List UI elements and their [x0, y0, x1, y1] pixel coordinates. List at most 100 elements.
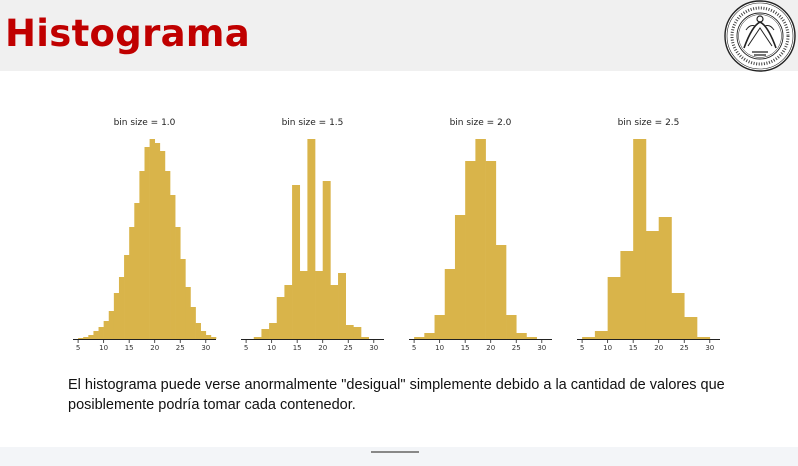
histogram-bar — [330, 285, 339, 339]
slide-caption: El histograma puede verse anormalmente "… — [68, 377, 725, 413]
x-tick-label: 5 — [580, 344, 584, 352]
x-tick-label: 15 — [629, 344, 638, 352]
histogram-bar — [134, 203, 140, 339]
histogram-bar — [620, 251, 634, 339]
university-seal-logo — [724, 0, 796, 72]
histogram-bar — [322, 181, 331, 339]
histogram-bar — [495, 245, 507, 339]
histogram-bar — [144, 147, 150, 339]
histogram-bar — [582, 337, 596, 339]
histogram-bar — [444, 269, 456, 339]
histogram-bar — [338, 273, 346, 339]
histogram-bar — [261, 329, 270, 339]
histogram-bar — [139, 171, 145, 339]
histogram-bar — [516, 333, 527, 339]
histogram-bar — [645, 231, 660, 339]
x-tick-label: 10 — [435, 344, 444, 352]
x-tick-label: 25 — [512, 344, 521, 352]
histogram-bar — [108, 311, 115, 339]
histogram-bar — [353, 327, 362, 339]
histogram-bar — [345, 325, 354, 339]
x-tick-label: 25 — [344, 344, 353, 352]
x-tick-label: 30 — [201, 344, 210, 352]
x-tick-label: 10 — [603, 344, 612, 352]
histogram-bar — [594, 331, 608, 339]
x-tick-label: 30 — [369, 344, 378, 352]
x-tick-label: 20 — [318, 344, 327, 352]
histogram-bar — [210, 337, 217, 339]
histogram-bar — [284, 285, 293, 339]
histogram-panels: bin size = 1.0 5 10 15 20 25 30 bin size = 1.5 5… — [73, 118, 720, 352]
chart-title: bin size = 1.0 — [114, 118, 176, 128]
x-tick-label: 20 — [486, 344, 495, 352]
histogram-bar — [465, 161, 476, 339]
histogram-bar — [526, 337, 537, 339]
histogram-bar — [253, 337, 262, 339]
histogram-bar — [269, 323, 278, 339]
histogram-bar — [292, 185, 301, 339]
histogram-bar — [113, 293, 120, 339]
x-tick-label: 25 — [680, 344, 689, 352]
x-tick-label: 15 — [293, 344, 302, 352]
x-tick-label: 20 — [654, 344, 663, 352]
histogram-bar — [697, 337, 711, 339]
histogram-bar — [658, 217, 672, 339]
histogram-bar — [276, 297, 285, 339]
histogram-bar — [633, 139, 647, 339]
histogram-bar — [671, 293, 685, 339]
slide-title: Histograma — [5, 12, 250, 55]
x-tick-label: 5 — [412, 344, 416, 352]
histogram-panel-4: bin size = 2.5 5 10 15 20 25 30 — [577, 118, 720, 352]
x-tick-label: 15 — [461, 344, 470, 352]
x-tick-label: 10 — [99, 344, 108, 352]
x-tick-label: 5 — [76, 344, 80, 352]
histogram-bar — [170, 195, 176, 339]
histogram-bar — [190, 307, 196, 339]
x-tick-label: 30 — [705, 344, 714, 352]
histogram-bar — [195, 323, 201, 339]
histogram-bar — [205, 335, 212, 339]
histogram-bar — [175, 227, 181, 339]
histogram-bar — [684, 317, 698, 339]
histogram-bar — [434, 315, 446, 339]
histogram-panel-3: bin size = 2.0 5 10 15 20 25 30 — [409, 118, 552, 352]
histogram-bar — [475, 139, 486, 339]
histogram-bar — [124, 255, 130, 339]
histogram-bar — [361, 337, 369, 339]
histogram-bar — [164, 171, 171, 339]
histogram-bar — [159, 151, 166, 339]
histogram-bar — [607, 277, 621, 339]
histogram-bar — [485, 161, 497, 339]
histogram-bar — [83, 337, 89, 339]
chart-title: bin size = 2.0 — [450, 118, 512, 128]
histogram-bar — [200, 331, 207, 339]
slide-header: Histograma — [0, 0, 798, 72]
x-tick-label: 15 — [125, 344, 134, 352]
histogram-bar — [454, 215, 466, 339]
histogram-panel-1: bin size = 1.0 5 10 15 20 25 30 — [73, 118, 217, 352]
histogram-bar — [93, 331, 99, 339]
slide-footer — [0, 447, 798, 466]
chart-title: bin size = 2.5 — [618, 118, 680, 128]
histogram-bar — [98, 327, 104, 339]
x-tick-label: 5 — [244, 344, 248, 352]
histogram-bar — [103, 321, 110, 339]
histogram-bar — [118, 277, 125, 339]
histogram-bar — [315, 271, 324, 339]
scroll-handle[interactable] — [371, 451, 419, 453]
x-tick-label: 10 — [267, 344, 276, 352]
histogram-bar — [149, 139, 156, 339]
histogram-panel-2: bin size = 1.5 5 10 15 20 25 30 — [241, 118, 384, 352]
histogram-bar — [154, 143, 161, 339]
histogram-bar — [129, 227, 135, 339]
histogram-bar — [424, 333, 435, 339]
histogram-bar — [307, 139, 316, 339]
chart-title: bin size = 1.5 — [282, 118, 344, 128]
histogram-bar — [185, 287, 191, 339]
histogram-bar — [414, 337, 425, 339]
x-tick-label: 25 — [176, 344, 185, 352]
x-tick-label: 20 — [150, 344, 159, 352]
x-tick-label: 30 — [537, 344, 546, 352]
histogram-bar — [506, 315, 517, 339]
histogram-bar — [78, 338, 84, 339]
